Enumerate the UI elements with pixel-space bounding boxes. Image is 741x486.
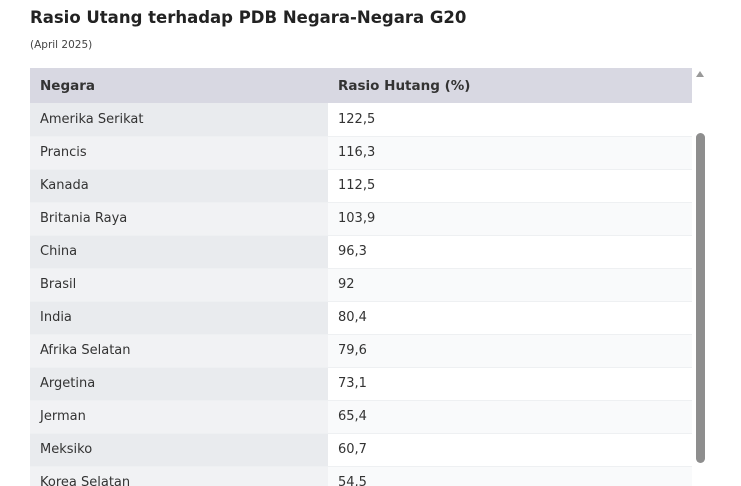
table-row: Meksiko 60,7 (30, 433, 692, 467)
table-row: Prancis 116,3 (30, 136, 692, 170)
table-row: Britania Raya 103,9 (30, 202, 692, 236)
ratio-cell: 112,5 (328, 169, 692, 203)
table-row: India 80,4 (30, 301, 692, 335)
country-cell: Jerman (30, 400, 328, 434)
country-cell: Afrika Selatan (30, 334, 328, 368)
country-cell: China (30, 235, 328, 269)
country-cell: Kanada (30, 169, 328, 203)
ratio-cell: 79,6 (328, 334, 692, 368)
table-row: Korea Selatan 54,5 (30, 466, 692, 486)
country-cell: India (30, 301, 328, 335)
country-cell: Argetina (30, 367, 328, 401)
table-row: Argetina 73,1 (30, 367, 692, 401)
subtitle: (April 2025) (30, 39, 93, 51)
country-cell: Brasil (30, 268, 328, 302)
ratio-cell: 116,3 (328, 136, 692, 170)
ratio-cell: 54,5 (328, 466, 692, 486)
country-cell: Meksiko (30, 433, 328, 467)
scroll-up-arrow[interactable] (696, 71, 704, 77)
country-cell: Prancis (30, 136, 328, 170)
country-cell: Britania Raya (30, 202, 328, 236)
ratio-cell: 96,3 (328, 235, 692, 269)
table-container: Negara Rasio Hutang (%) Amerika Serikat 12… (30, 68, 692, 486)
ratio-cell: 60,7 (328, 433, 692, 467)
table-body: Amerika Serikat 122,5 Prancis 116,3 Kanada 11… (30, 103, 692, 486)
ratio-cell: 92 (328, 268, 692, 302)
ratio-cell: 73,1 (328, 367, 692, 401)
table-row: China 96,3 (30, 235, 692, 269)
ratio-cell: 65,4 (328, 400, 692, 434)
table-row: Kanada 112,5 (30, 169, 692, 203)
table-row: Amerika Serikat 122,5 (30, 103, 692, 137)
country-cell: Amerika Serikat (30, 103, 328, 137)
table-row: Afrika Selatan 79,6 (30, 334, 692, 368)
table-row: Brasil 92 (30, 268, 692, 302)
column-header: Rasio Hutang (%) (328, 68, 692, 103)
column-header: Negara (30, 68, 328, 103)
table-row: Jerman 65,4 (30, 400, 692, 434)
table: Negara Rasio Hutang (%) Amerika Serikat 12… (30, 68, 692, 486)
ratio-cell: 122,5 (328, 103, 692, 137)
ratio-cell: 80,4 (328, 301, 692, 335)
ratio-cell: 103,9 (328, 202, 692, 236)
scrollbar-thumb[interactable] (696, 133, 705, 463)
header-row: Negara Rasio Hutang (%) (30, 68, 692, 103)
country-cell: Korea Selatan (30, 466, 328, 486)
title: Rasio Utang terhadap PDB Negara-Negara G… (30, 8, 467, 27)
